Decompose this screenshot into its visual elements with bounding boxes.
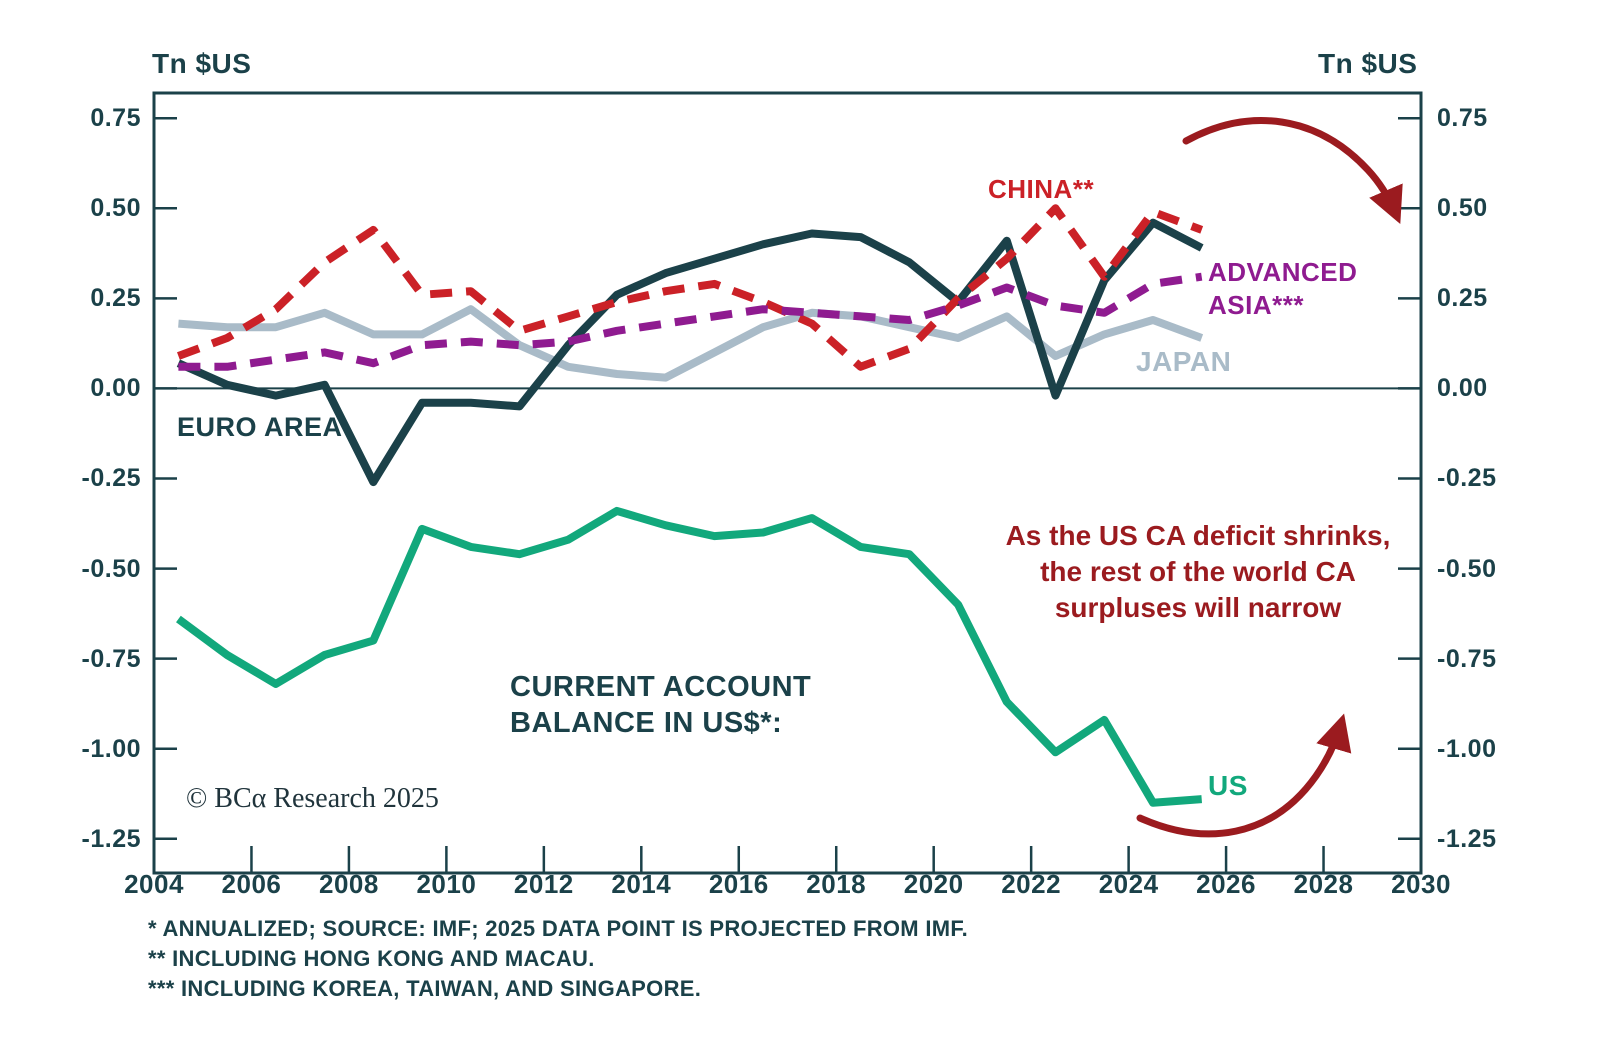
y-tick-label-left: -0.25 bbox=[81, 464, 141, 493]
y-tick-label-left: 0.25 bbox=[90, 284, 141, 313]
series-line-advanced-asia bbox=[178, 272, 1203, 371]
x-tick-label: 2022 bbox=[1001, 869, 1062, 899]
x-tick-label: 2014 bbox=[611, 869, 672, 899]
x-tick-label: 2010 bbox=[416, 869, 477, 899]
advanced-asia-line1: ADVANCED bbox=[1208, 257, 1358, 287]
series-line-euro-area bbox=[176, 218, 1204, 487]
chart-title: CURRENT ACCOUNT BALANCE IN US$*: bbox=[510, 669, 811, 741]
x-tick-label: 2030 bbox=[1391, 869, 1451, 899]
advanced-asia-line2: ASIA*** bbox=[1208, 290, 1304, 320]
y-axis-unit-right: Tn $US bbox=[1318, 48, 1418, 79]
y-tick-label-right: -0.50 bbox=[1437, 554, 1497, 583]
y-tick-label-right: -1.25 bbox=[1437, 824, 1497, 853]
chart-title-line1: CURRENT ACCOUNT bbox=[510, 671, 812, 703]
y-tick-label-right: 0.25 bbox=[1437, 284, 1488, 313]
y-tick-label-right: -0.25 bbox=[1437, 464, 1497, 493]
x-tick-label: 2006 bbox=[221, 869, 282, 899]
x-tick-label: 2004 bbox=[124, 869, 184, 899]
x-tick-label: 2024 bbox=[1098, 869, 1159, 899]
commentary-annotation: As the US CA deficit shrinks, the rest o… bbox=[968, 518, 1428, 626]
series-line-us bbox=[176, 506, 1202, 807]
footnote-3: *** INCLUDING KOREA, TAIWAN, AND SINGAPO… bbox=[148, 976, 702, 1001]
projection-arrow-up-icon bbox=[1136, 713, 1352, 838]
x-tick-label: 2020 bbox=[903, 869, 964, 899]
series-label-euro-area: EURO AREA bbox=[177, 412, 343, 442]
y-tick-label-left: 0.00 bbox=[90, 374, 141, 403]
commentary-line1: As the US CA deficit shrinks, bbox=[1005, 520, 1391, 551]
series-line-china bbox=[177, 204, 1204, 371]
y-tick-label-right: -0.75 bbox=[1437, 644, 1497, 673]
series-label-us: US bbox=[1208, 770, 1248, 801]
commentary-line2: the rest of the world CA bbox=[1040, 556, 1356, 587]
y-tick-label-right: 0.00 bbox=[1437, 374, 1488, 403]
y-tick-label-left: 0.50 bbox=[90, 194, 141, 223]
y-tick-label-left: -1.00 bbox=[81, 734, 141, 763]
footnotes: * ANNUALIZED; SOURCE: IMF; 2025 DATA POI… bbox=[148, 914, 968, 1004]
y-tick-label-left: -0.50 bbox=[81, 554, 141, 583]
commentary-line3: surpluses will narrow bbox=[1054, 592, 1342, 623]
chart-title-line2: BALANCE IN US$*: bbox=[510, 707, 783, 739]
series-label-advanced-asia: ADVANCED ASIA*** bbox=[1208, 256, 1357, 322]
y-axis-unit-left: Tn $US bbox=[152, 48, 252, 79]
y-tick-label-right: 0.50 bbox=[1437, 194, 1488, 223]
y-tick-label-right: -1.00 bbox=[1437, 734, 1497, 763]
series-label-china: CHINA** bbox=[988, 174, 1095, 204]
x-tick-label: 2026 bbox=[1196, 869, 1256, 899]
x-tick-label: 2018 bbox=[806, 869, 867, 899]
copyright-notice: © BCα Research 2025 bbox=[186, 783, 439, 814]
projection-arrow-down-icon bbox=[1182, 117, 1403, 225]
y-tick-label-left: -0.75 bbox=[81, 644, 141, 673]
series-label-japan: JAPAN bbox=[1136, 346, 1232, 377]
x-tick-label: 2012 bbox=[513, 869, 574, 899]
footnote-1: * ANNUALIZED; SOURCE: IMF; 2025 DATA POI… bbox=[148, 916, 969, 941]
x-tick-label: 2016 bbox=[708, 869, 769, 899]
y-tick-label-left: -1.25 bbox=[81, 824, 141, 853]
x-tick-label: 2028 bbox=[1293, 869, 1354, 899]
footnote-2: ** INCLUDING HONG KONG AND MACAU. bbox=[148, 946, 595, 971]
series-line-japan bbox=[178, 305, 1204, 382]
x-tick-label: 2008 bbox=[319, 869, 379, 899]
y-tick-label-left: 0.75 bbox=[90, 104, 141, 133]
y-tick-label-right: 0.75 bbox=[1437, 104, 1488, 133]
plot-border bbox=[152, 91, 1423, 875]
